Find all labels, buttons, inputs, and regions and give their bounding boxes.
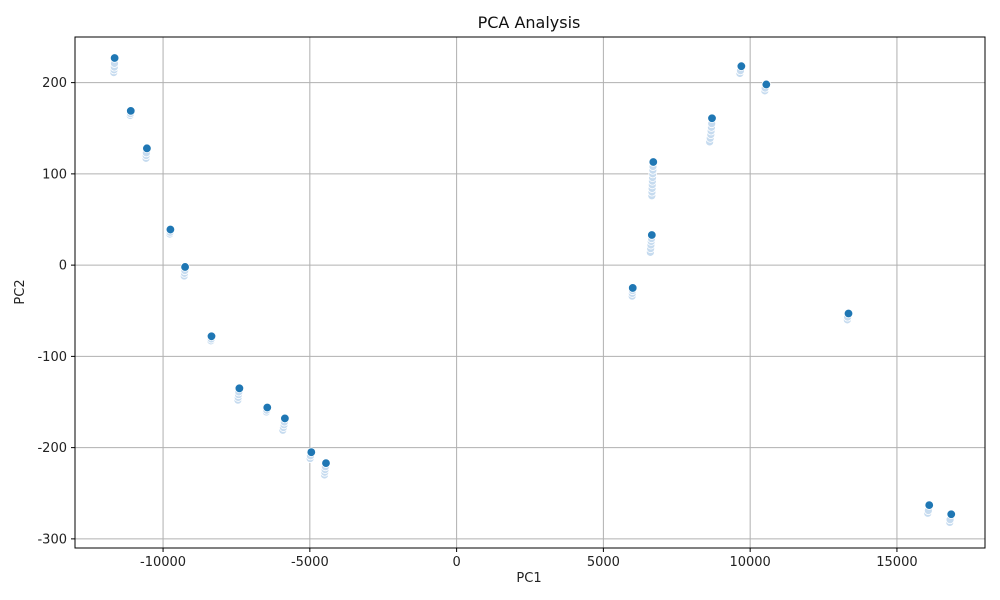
scatter-points [109,53,956,527]
plot-frame [74,36,986,549]
highlighted-data-point [234,383,245,394]
highlighted-data-point [843,308,854,319]
y-tick-label: -300 [37,532,67,547]
grid-lines [75,37,985,548]
y-tick-label: 200 [42,76,67,91]
highlighted-data-point [647,230,657,240]
x-tick-label: 10000 [729,555,770,570]
highlighted-data-point [736,61,747,71]
y-tick-label: 100 [42,167,67,182]
highlighted-data-point [924,500,934,510]
highlighted-data-point [109,53,120,63]
x-tick-label: -5000 [291,555,329,570]
highlighted-data-point [262,402,272,413]
highlighted-data-point [707,113,717,123]
highlighted-data-point [280,413,290,424]
highlighted-data-point [142,143,152,154]
chart-title: PCA Analysis [478,13,581,32]
x-tick-label: 0 [452,555,460,570]
highlighted-data-point [648,157,658,167]
highlighted-data-point [126,106,136,116]
y-tick-label: 0 [59,259,67,274]
highlighted-data-point [206,331,217,342]
highlighted-data-point [321,458,331,468]
x-tick-label: 5000 [587,555,620,570]
axis-ticks: -10000 -5000 0 5000 10000 15000 -300 -200 -100 0 1… [37,76,917,570]
highlighted-data-point [628,283,638,293]
x-tick-label: -10000 [140,555,186,570]
highlighted-data-point [165,224,176,235]
highlighted-data-point [946,509,956,519]
highlighted-data-point [761,79,772,90]
x-tick-label: 15000 [876,555,917,570]
y-tick-label: -100 [37,350,67,365]
x-axis-label: PC1 [516,571,541,586]
highlighted-data-point [306,447,317,457]
y-axis-label: PC2 [13,279,28,304]
y-tick-label: -200 [37,441,67,456]
highlighted-data-point [180,262,190,272]
